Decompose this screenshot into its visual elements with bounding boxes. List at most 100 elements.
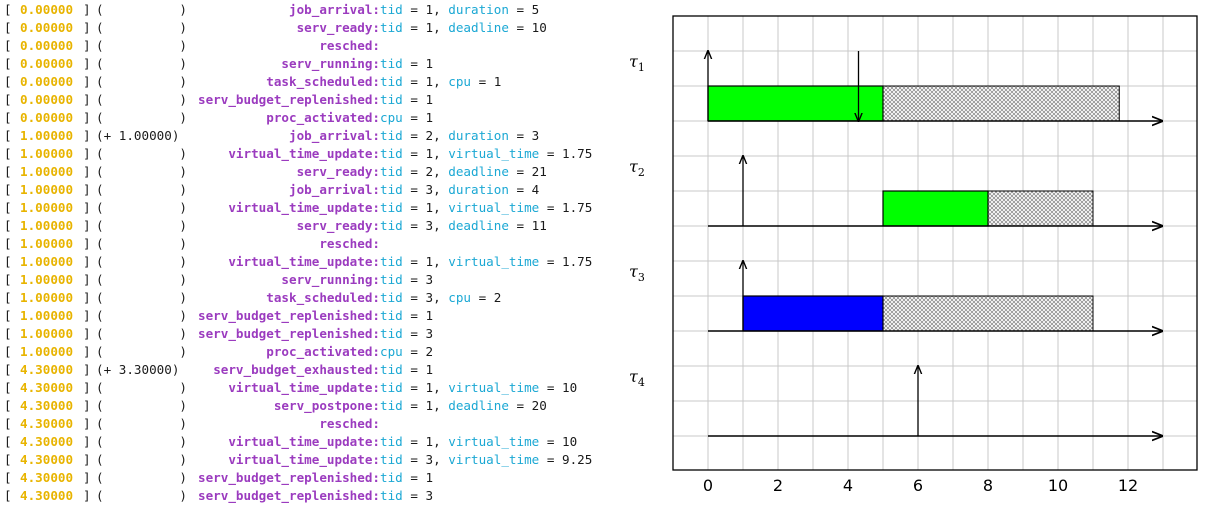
log-bracket-open: [ [4,2,12,17]
log-event-name: serv_postpone: [273,398,380,413]
x-tick-label: 0 [703,476,713,495]
x-tick-label: 12 [1118,476,1138,495]
log-timestamp: 1.00000 [20,218,74,233]
log-delta: ( ) [96,416,187,431]
log-timestamp: 4.30000 [20,488,74,503]
log-field-key: deadline [448,164,509,179]
log-field-value: = 2 [402,344,434,359]
log-delta: ( ) [96,182,187,197]
log-fields: tid = 3, duration = 4 [380,181,539,199]
log-event-name: virtual_time_update: [228,146,380,161]
log-field-key: tid [380,146,403,161]
log-event-name: serv_ready: [296,218,380,233]
log-bracket-close: ] [83,92,91,107]
log-field-key: cpu [448,290,471,305]
x-tick-label: 10 [1048,476,1068,495]
log-field-key: tid [380,308,403,323]
log-event-name: serv_running: [281,272,380,287]
log-field-value: = 3, [402,218,449,233]
log-bracket-open: [ [4,164,12,179]
log-bracket-open: [ [4,344,12,359]
log-row: [1.00000] ( ) resched: [4,235,654,253]
log-row: [4.30000] (+ 3.30000) serv_budget_exhauste… [4,361,654,379]
log-fields: tid = 1, virtual_time = 1.75 [380,199,592,217]
execution-bar [707,85,884,122]
log-row: [1.00000] ( ) serv_budget_replenished: tid … [4,325,654,343]
log-bracket-close: ] [83,218,91,233]
log-bracket-open: [ [4,128,12,143]
log-field-value: = 3, [402,290,449,305]
log-timestamp: 4.30000 [20,452,74,467]
log-timestamp: 1.00000 [20,344,74,359]
log-field-key: cpu [448,74,471,89]
log-delta: ( ) [96,38,187,53]
log-field-value: = 1 [471,74,502,89]
log-row: [0.00000] ( ) serv_running: tid = 1 [4,55,654,73]
log-bracket-open: [ [4,416,12,431]
log-timestamp: 4.30000 [20,470,74,485]
log-field-key: cpu [380,344,403,359]
log-field-value: = 9.25 [539,452,593,467]
log-event-name: job_arrival: [289,128,380,143]
log-bracket-open: [ [4,488,12,503]
log-field-key: duration [448,182,509,197]
log-row: [0.00000] ( ) proc_activated: cpu = 1 [4,109,654,127]
log-timestamp: 4.30000 [20,434,74,449]
log-bracket-open: [ [4,272,12,287]
log-bracket-close: ] [83,380,91,395]
log-delta: ( ) [96,218,187,233]
log-field-value: = 3 [402,326,434,341]
log-field-key: tid [380,290,403,305]
log-bracket-close: ] [83,326,91,341]
log-row: [1.00000] ( ) serv_running: tid = 3 [4,271,654,289]
log-field-value: = 20 [508,398,547,413]
log-event-name: serv_running: [281,56,380,71]
log-delta: ( ) [96,344,187,359]
log-event-name: job_arrival: [289,182,380,197]
log-bracket-open: [ [4,56,12,71]
log-timestamp: 0.00000 [20,20,74,35]
log-bracket-close: ] [83,200,91,215]
log-timestamp: 0.00000 [20,56,74,71]
log-fields: tid = 1, duration = 5 [380,1,539,19]
task-label-symbol: τ [629,367,639,386]
log-bracket-close: ] [83,236,91,251]
log-row: [1.00000] ( ) proc_activated: cpu = 2 [4,343,654,361]
log-field-key: tid [380,182,403,197]
log-field-value: = 21 [508,164,547,179]
log-event-name: virtual_time_update: [228,200,380,215]
log-timestamp: 1.00000 [20,326,74,341]
chart-grid [673,16,1197,470]
log-bracket-open: [ [4,362,12,377]
log-bracket-close: ] [83,398,91,413]
task-label: τ2 [629,157,645,179]
log-delta: ( ) [96,326,187,341]
log-timestamp: 1.00000 [20,164,74,179]
log-timestamp: 4.30000 [20,380,74,395]
log-event-name: serv_budget_exhausted: [213,362,380,377]
log-bracket-close: ] [83,128,91,143]
log-field-value: = 11 [508,218,547,233]
log-event-name: virtual_time_update: [228,434,380,449]
log-field-key: virtual_time [448,254,540,269]
log-bracket-close: ] [83,20,91,35]
task-label-symbol: τ [629,157,639,176]
log-timestamp: 0.00000 [20,74,74,89]
log-bracket-open: [ [4,236,12,251]
log-fields: cpu = 1 [380,109,433,127]
log-field-key: tid [380,218,403,233]
log-field-value: = 1, [402,434,449,449]
task-label-index: 1 [638,61,645,74]
log-fields: tid = 2, duration = 3 [380,127,539,145]
log-fields: tid = 1, deadline = 10 [380,19,547,37]
log-fields: tid = 3, cpu = 2 [380,289,501,307]
log-row: [0.00000] ( ) serv_ready: tid = 1, deadline… [4,19,654,37]
log-field-key: duration [448,2,509,17]
log-fields: tid = 1, cpu = 1 [380,73,501,91]
log-event-name: serv_budget_replenished: [198,326,380,341]
log-bracket-close: ] [83,272,91,287]
log-timestamp: 1.00000 [20,308,74,323]
task-label: τ4 [629,367,645,389]
log-bracket-close: ] [83,182,91,197]
